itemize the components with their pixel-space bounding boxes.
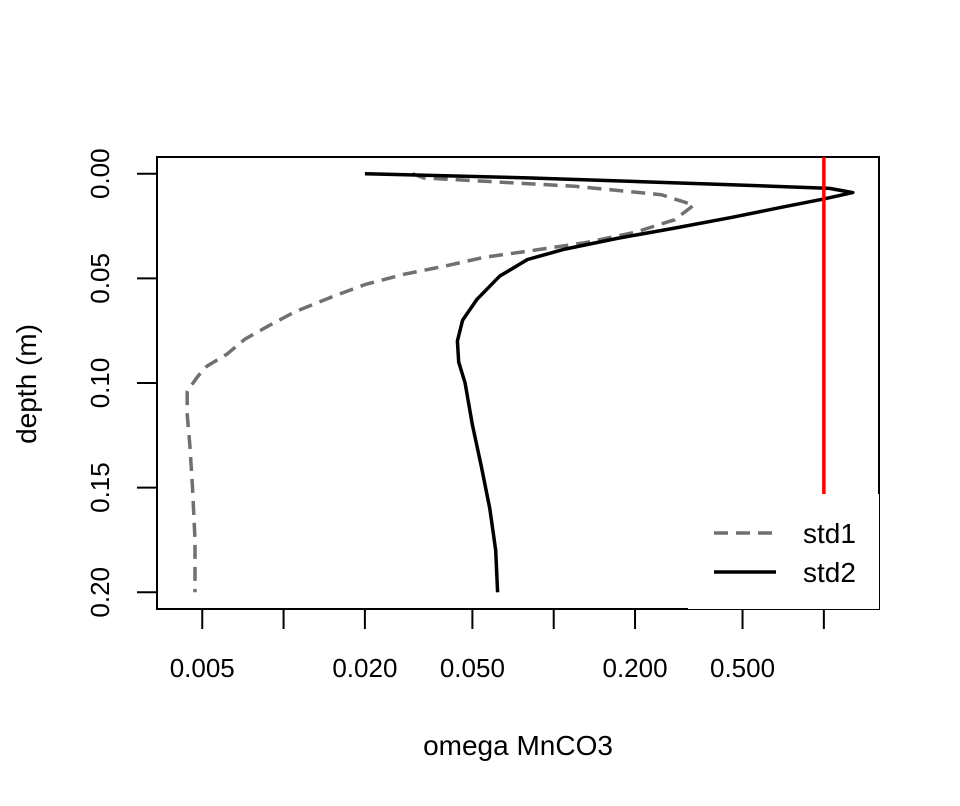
x-axis: 0.005 0.020 0.050 0.200 0.500: [170, 608, 825, 683]
x-tick-label: 0.050: [440, 653, 505, 683]
y-tick-label: 0.05: [85, 253, 115, 304]
x-tick-label: 0.500: [710, 653, 775, 683]
series-std1: [185, 172, 696, 593]
x-axis-title: omega MnCO3: [423, 730, 613, 761]
y-tick-label: 0.00: [85, 148, 115, 199]
legend-label-std1: std1: [803, 518, 856, 549]
legend-label-std2: std2: [803, 557, 856, 588]
series-layer: [185, 171, 855, 593]
x-tick-label: 0.005: [170, 653, 235, 683]
x-tick-label: 0.200: [602, 653, 667, 683]
y-tick-label: 0.10: [85, 358, 115, 409]
legend: std1 std2: [688, 494, 879, 609]
y-axis: 0.00 0.05 0.10 0.15 0.20: [85, 148, 158, 618]
legend-box: [688, 494, 879, 609]
series-std2: [364, 171, 855, 593]
y-tick-label: 0.15: [85, 462, 115, 513]
x-tick-label: 0.020: [332, 653, 397, 683]
y-tick-label: 0.20: [85, 567, 115, 618]
y-axis-title: depth (m): [11, 324, 42, 444]
